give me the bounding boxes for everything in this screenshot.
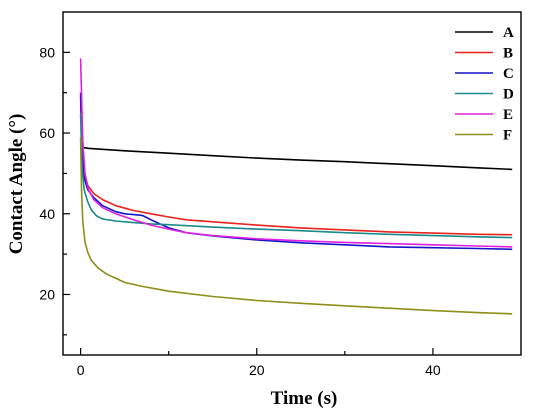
plot-frame xyxy=(62,11,522,356)
y-axis-title: Contact Angle (°) xyxy=(6,114,27,255)
legend-label-c: C xyxy=(503,66,514,82)
x-tick-label: 0 xyxy=(77,362,85,378)
series-lines xyxy=(79,58,513,315)
series-line-d xyxy=(79,112,513,239)
y-tick-label: 60 xyxy=(39,125,55,141)
x-tick-label: 40 xyxy=(425,362,441,378)
series-line-c xyxy=(79,92,513,251)
legend-label-d: D xyxy=(503,87,514,103)
legend-label-a: A xyxy=(503,25,514,41)
series-line-e xyxy=(79,58,513,248)
x-axis-title: Time (s) xyxy=(271,388,338,409)
legend-label-f: F xyxy=(503,128,512,144)
series-line-a xyxy=(80,146,513,171)
y-tick-label: 20 xyxy=(39,286,55,302)
x-tick-label: 20 xyxy=(249,362,265,378)
series-line-f xyxy=(79,137,513,315)
legend-label-e: E xyxy=(503,107,513,123)
legend-label-b: B xyxy=(503,46,513,62)
y-tick-label: 80 xyxy=(39,44,55,60)
y-tick-label: 40 xyxy=(39,206,55,222)
axis-ticks: 0 20 40 20 40 60 80 xyxy=(39,44,440,378)
